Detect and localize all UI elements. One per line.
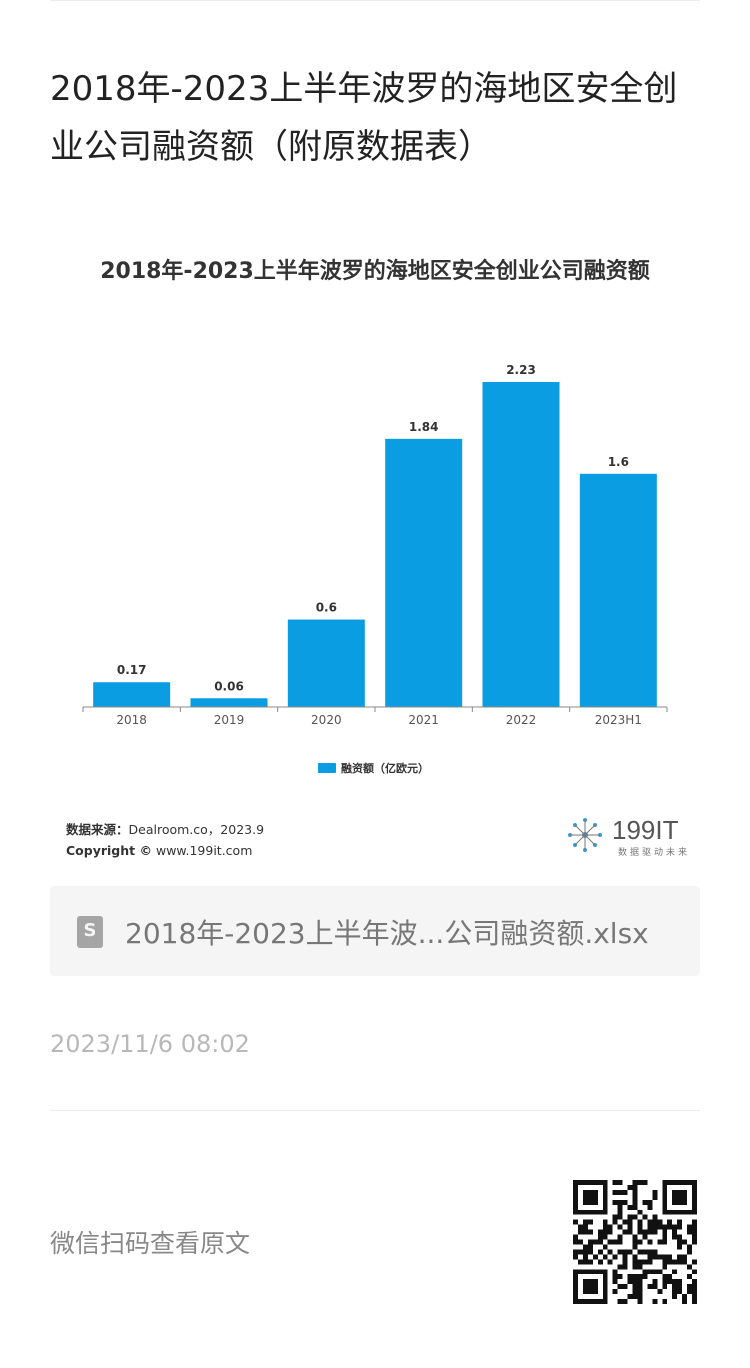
x-tick-label: 2020 xyxy=(311,713,342,727)
x-tick-label: 2021 xyxy=(408,713,439,727)
x-tick-label: 2019 xyxy=(214,713,245,727)
x-tick-label: 2022 xyxy=(506,713,537,727)
chart-title: 2018年-2023上半年波罗的海地区安全创业公司融资额 xyxy=(100,259,650,284)
bar-chart: 0.17 2018 0.06 2019 0.6 2020 1.84 2021 2.23 2022 1… xyxy=(82,363,668,775)
legend-label: 融资额（亿欧元） xyxy=(341,761,429,775)
x-tick-label: 2023H1 xyxy=(595,713,642,727)
source-value: Dealroom.co，2023.9 xyxy=(128,822,265,837)
chart-legend: 融资额（亿欧元） xyxy=(318,761,429,775)
bar-2019 xyxy=(190,698,268,707)
x-tick-label: 2018 xyxy=(116,713,147,727)
chart-image: 2018年-2023上半年波罗的海地区安全创业公司融资额 0.17 2018 0.0… xyxy=(50,225,700,865)
bar-2020 xyxy=(287,619,365,707)
section-divider xyxy=(50,1110,700,1111)
bar-2023H1 xyxy=(579,473,657,707)
copyright-value: www.199it.com xyxy=(155,843,253,858)
logo-subtitle: 数据驱动未来 xyxy=(618,848,691,858)
top-divider xyxy=(50,0,700,1)
qr-code[interactable] xyxy=(573,1180,697,1304)
data-label-2018: 0.17 xyxy=(117,663,147,677)
data-label-2022: 2.23 xyxy=(506,363,536,377)
brand-logo: 199IT 数据驱动未来 xyxy=(560,813,690,859)
scan-prompt: 微信扫码查看原文 xyxy=(50,1229,251,1258)
bar-2018 xyxy=(93,682,171,707)
logo-dandelion-icon xyxy=(568,818,602,852)
publish-date: 2023/11/6 08:02 xyxy=(50,1030,250,1058)
bar-2022 xyxy=(482,382,560,707)
data-label-2019: 0.06 xyxy=(214,679,244,693)
legend-swatch xyxy=(318,763,336,773)
source-label: 数据来源： xyxy=(66,822,129,837)
data-label-2021: 1.84 xyxy=(409,420,439,434)
page-title: 2018年-2023上半年波罗的海地区安全创业公司融资额（附原数据表） xyxy=(50,69,678,167)
data-label-2020: 0.6 xyxy=(316,601,337,615)
copyright-label: Copyright © xyxy=(66,843,152,858)
spreadsheet-icon: S xyxy=(77,916,103,948)
data-label-2023H1: 1.6 xyxy=(608,455,629,469)
bar-2021 xyxy=(385,438,463,707)
attachment-card[interactable]: S 2018年-2023上半年波...公司融资额.xlsx xyxy=(50,886,700,976)
chart-source: 数据来源：Dealroom.co，2023.9 Copyright © www.… xyxy=(66,819,264,861)
attachment-file-name[interactable]: 2018年-2023上半年波...公司融资额.xlsx xyxy=(125,917,649,950)
logo-text: 199IT xyxy=(612,815,679,845)
